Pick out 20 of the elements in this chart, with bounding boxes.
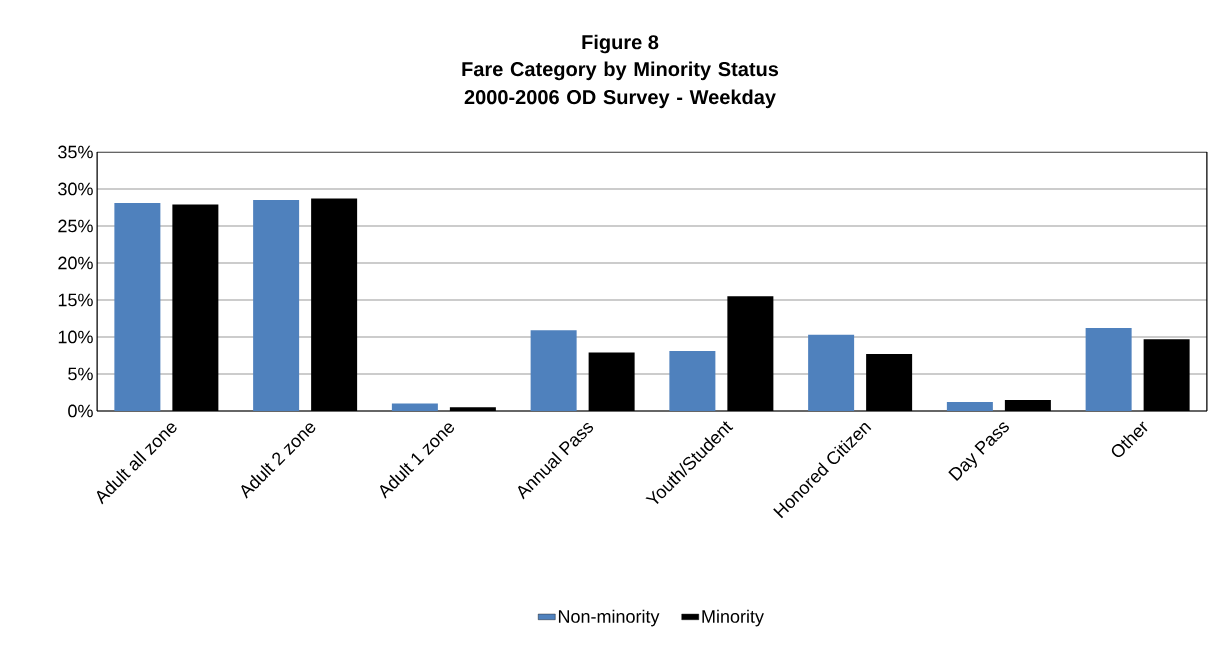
- y-tick-label: 5%: [68, 367, 93, 381]
- y-tick-label: 0%: [68, 404, 93, 418]
- y-tick-label: 20%: [58, 256, 93, 270]
- y-tick-label: 25%: [58, 219, 93, 233]
- bar: [253, 200, 300, 411]
- chart-title: Figure 8: [582, 34, 659, 54]
- y-tick-label: 10%: [58, 330, 93, 344]
- legend-label: Non-minority: [558, 609, 660, 627]
- bar: [946, 402, 993, 411]
- legend-label: Minority: [702, 609, 764, 627]
- bar: [530, 330, 577, 411]
- y-tick-label: 30%: [58, 182, 93, 196]
- bar: [669, 351, 716, 411]
- bar: [1085, 328, 1132, 411]
- bar: [808, 334, 855, 411]
- y-tick-label: 35%: [58, 145, 93, 159]
- bar: [114, 203, 161, 411]
- bar: [391, 403, 438, 411]
- chart-subtitle: Fare Category by Minority Status 2000-2006 OD Survey - Weekday: [462, 61, 779, 109]
- y-tick-label: 15%: [58, 293, 93, 307]
